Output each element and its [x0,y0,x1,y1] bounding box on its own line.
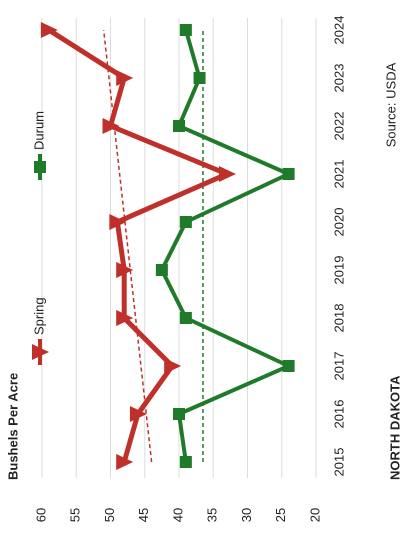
y-tick-label: 30 [239,508,254,522]
series-line [47,27,230,463]
y-tick-label: 45 [136,508,151,522]
marker [32,344,49,360]
y-tick-label: 25 [273,508,288,522]
marker [116,262,134,278]
marker [179,456,192,468]
marker [218,166,236,182]
x-tick-label: 2017 [331,352,346,381]
axis-title: Bushels Per Acre [5,373,20,480]
marker [179,24,192,36]
x-tick-label: 2022 [331,112,346,141]
marker [129,406,147,422]
series-line [159,29,291,463]
marker [116,454,134,470]
marker [179,312,192,324]
marker [116,310,134,326]
y-tick-label: 20 [307,508,322,522]
marker [40,22,58,38]
marker [164,358,182,374]
marker [34,161,46,173]
legend-label: Spring [31,297,46,335]
y-tick-label: 60 [33,508,48,522]
x-tick-label: 2021 [331,160,346,189]
logo: NORTH DAKOTA [387,375,402,480]
x-tick-label: 2016 [331,400,346,429]
x-tick-label: 2015 [331,448,346,477]
legend-label: Durum [31,111,46,150]
marker [155,264,168,276]
trend-line [102,29,153,463]
marker [109,214,127,230]
x-tick-label: 2024 [331,16,346,45]
marker [282,360,295,372]
marker [173,120,185,132]
y-tick-label: 55 [68,508,83,522]
marker [179,216,192,228]
marker [102,118,120,134]
x-tick-label: 2018 [331,304,346,333]
x-tick-label: 2020 [331,208,346,237]
y-tick-label: 50 [102,508,117,522]
marker [173,408,185,420]
y-tick-label: 35 [205,508,220,522]
source: Source: USDA [383,62,398,147]
y-tick-label: 40 [170,508,185,522]
x-tick-label: 2019 [331,256,346,285]
marker [193,72,206,84]
x-tick-label: 2023 [331,64,346,93]
marker [116,70,134,86]
marker [282,168,295,180]
